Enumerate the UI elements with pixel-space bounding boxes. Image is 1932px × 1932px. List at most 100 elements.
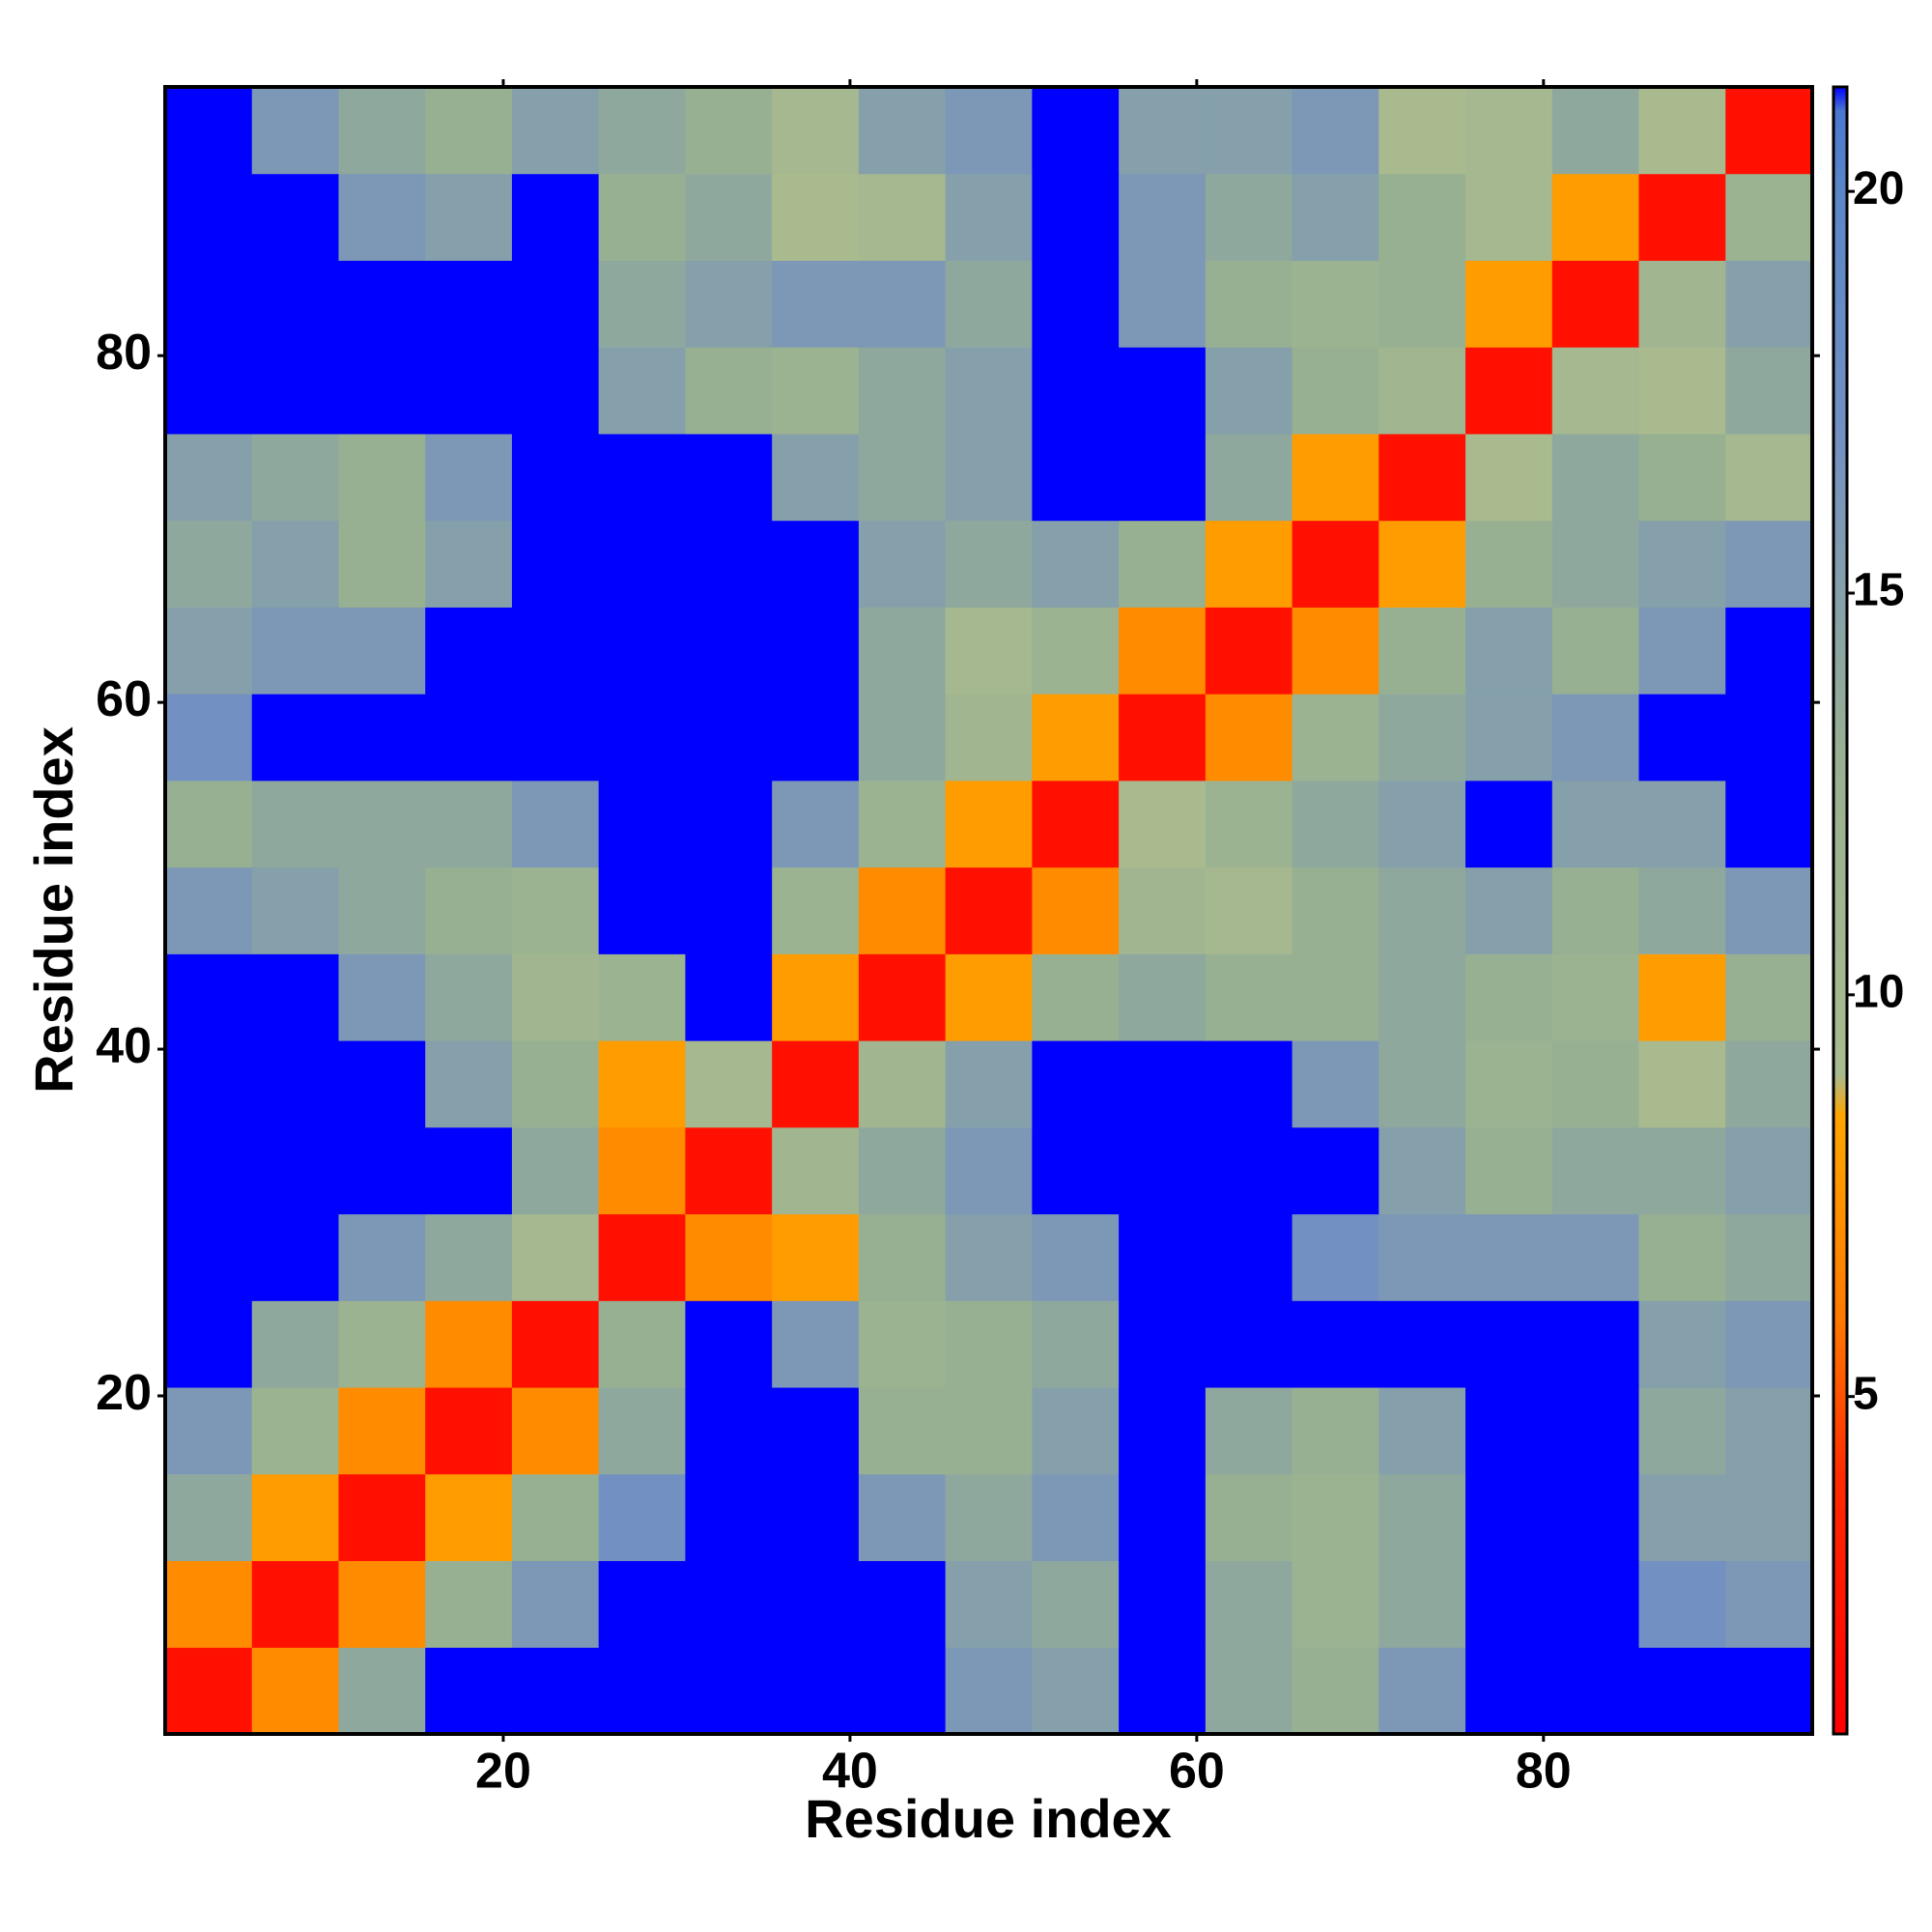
heatmap-cell [251, 1560, 339, 1648]
heatmap-cell [1119, 607, 1207, 695]
heatmap-cell [685, 1126, 773, 1215]
colorbar-tick-label: 5 [1853, 1368, 1879, 1419]
heatmap-cell [1378, 1213, 1466, 1301]
heatmap-cell [1638, 1560, 1726, 1648]
heatmap-cell [1465, 1560, 1553, 1648]
heatmap-cell [598, 520, 686, 608]
heatmap-cell [1551, 1560, 1640, 1648]
heatmap-cell [338, 867, 426, 954]
heatmap-cell [165, 607, 253, 695]
heatmap-cell [251, 1040, 339, 1128]
heatmap-cell [1725, 173, 1813, 261]
heatmap-cell [1551, 173, 1640, 261]
heatmap-cell [598, 1213, 686, 1301]
heatmap-cell [338, 1213, 426, 1301]
heatmap-cell [511, 1126, 600, 1215]
heatmap-cells [165, 87, 1813, 1735]
colorbar-tick-label: 15 [1853, 565, 1904, 616]
heatmap-cell [511, 1647, 600, 1735]
heatmap-cell [1378, 780, 1466, 868]
heatmap-cell [685, 607, 773, 695]
heatmap-cell [1119, 867, 1207, 954]
heatmap-cell [1119, 1647, 1207, 1735]
heatmap-cell [1725, 1473, 1813, 1562]
heatmap-cell [685, 1213, 773, 1301]
heatmap-cell [1292, 953, 1379, 1041]
heatmap-cell [1205, 520, 1293, 608]
heatmap-cell [165, 1126, 253, 1215]
heatmap-cell [425, 607, 513, 695]
heatmap-cell [858, 1387, 947, 1475]
heatmap-cell [1292, 173, 1379, 261]
heatmap-cell [1205, 1647, 1293, 1735]
heatmap-cell [1032, 780, 1120, 868]
heatmap-cell [251, 1300, 339, 1388]
heatmap-cell [1465, 780, 1553, 868]
heatmap-cell [425, 173, 513, 261]
heatmap-cell [945, 260, 1033, 348]
heatmap-cell [1551, 1126, 1640, 1215]
heatmap-cell [1551, 1040, 1640, 1128]
heatmap-cell [945, 1387, 1033, 1475]
heatmap-cell [1205, 1126, 1293, 1215]
heatmap-cell [1119, 953, 1207, 1041]
heatmap-cell [165, 173, 253, 261]
heatmap-cell [1205, 953, 1293, 1041]
heatmap-cell [251, 520, 339, 608]
heatmap-cell [945, 953, 1033, 1041]
y-axis-title: Residue index [23, 726, 84, 1094]
heatmap-cell [338, 1473, 426, 1562]
heatmap-cell [1205, 173, 1293, 261]
heatmap-cell [1032, 347, 1120, 435]
heatmap-cell [511, 780, 600, 868]
heatmap-cell [425, 433, 513, 522]
heatmap-cell [685, 953, 773, 1041]
heatmap-cell [1638, 520, 1726, 608]
heatmap-cell [1638, 1300, 1726, 1388]
heatmap-cell [1205, 607, 1293, 695]
heatmap-cell [1465, 1647, 1553, 1735]
heatmap-cell [1725, 867, 1813, 954]
heatmap-cell [1638, 1473, 1726, 1562]
heatmap-cell [858, 1647, 947, 1735]
heatmap-cell [1551, 1300, 1640, 1388]
heatmap-cell [1725, 87, 1813, 175]
heatmap-cell [1551, 607, 1640, 695]
heatmap-cell [425, 1040, 513, 1128]
heatmap-cell [1205, 1473, 1293, 1562]
heatmap-cell [685, 1387, 773, 1475]
heatmap-cell [1465, 953, 1553, 1041]
heatmap-cell [251, 867, 339, 954]
heatmap-cell [1551, 953, 1640, 1041]
heatmap-cell [1378, 867, 1466, 954]
heatmap-cell [1378, 173, 1466, 261]
heatmap-cell [1032, 1560, 1120, 1648]
heatmap-cell [598, 260, 686, 348]
heatmap-cell [1465, 1300, 1553, 1388]
x-tick-label: 80 [1516, 1744, 1572, 1800]
heatmap-cell [685, 780, 773, 868]
heatmap-cell [945, 1560, 1033, 1648]
heatmap-cell [1378, 694, 1466, 781]
heatmap-cell [165, 1473, 253, 1562]
heatmap-cell [1725, 520, 1813, 608]
heatmap-cell [858, 694, 947, 781]
y-tick-label: 20 [96, 1365, 152, 1421]
heatmap-cell [598, 1300, 686, 1388]
heatmap-cell [598, 1647, 686, 1735]
heatmap-cell [1292, 1387, 1379, 1475]
heatmap-cell [165, 1040, 253, 1128]
heatmap-cell [685, 520, 773, 608]
heatmap-cell [1205, 1300, 1293, 1388]
heatmap-cell [945, 867, 1033, 954]
heatmap-cell [425, 953, 513, 1041]
heatmap-cell [598, 87, 686, 175]
heatmap-cell [1638, 1040, 1726, 1128]
heatmap-cell [772, 173, 860, 261]
heatmap-cell [1378, 260, 1466, 348]
heatmap-cell [1378, 347, 1466, 435]
heatmap-cell [338, 433, 426, 522]
heatmap-cell [945, 433, 1033, 522]
heatmap-cell [1292, 1300, 1379, 1388]
